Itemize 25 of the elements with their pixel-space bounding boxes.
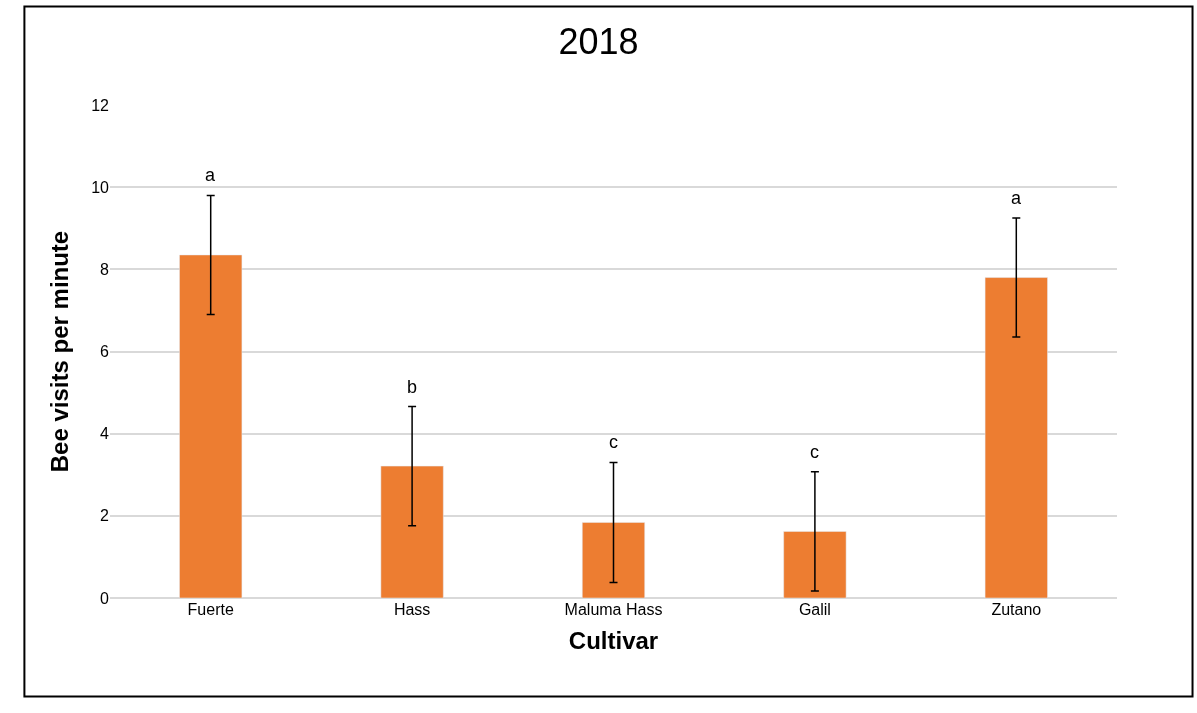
bar [179,254,243,598]
y-tick-label: 12 [91,96,110,114]
bar [582,522,645,598]
x-tick-label: Maluma Hass [564,601,663,618]
y-tick-label: 6 [100,343,110,361]
x-tick-label: Hass [393,601,431,618]
annotation: a [1011,188,1022,208]
y-tick-label: 4 [100,425,110,443]
annotation: b [407,377,418,397]
y-tick-label: 8 [100,260,110,278]
chart-title: 2018 [558,20,639,62]
x-axis-title: Cultivar [568,627,659,655]
x-tick-label: Zutano [991,601,1042,618]
bar [984,277,1048,598]
annotation: c [609,432,618,452]
y-tick-label: 0 [100,589,110,607]
y-tick-label: 2 [100,507,110,525]
annotation: c [810,442,819,462]
annotation: a [205,165,216,185]
bar [380,465,444,598]
y-axis-title: Bee visits per minute [46,230,74,473]
bar [783,531,847,598]
x-tick-label: Galil [798,601,831,618]
x-tick-label: Fuerte [187,601,234,618]
y-tick-label: 10 [91,178,110,196]
